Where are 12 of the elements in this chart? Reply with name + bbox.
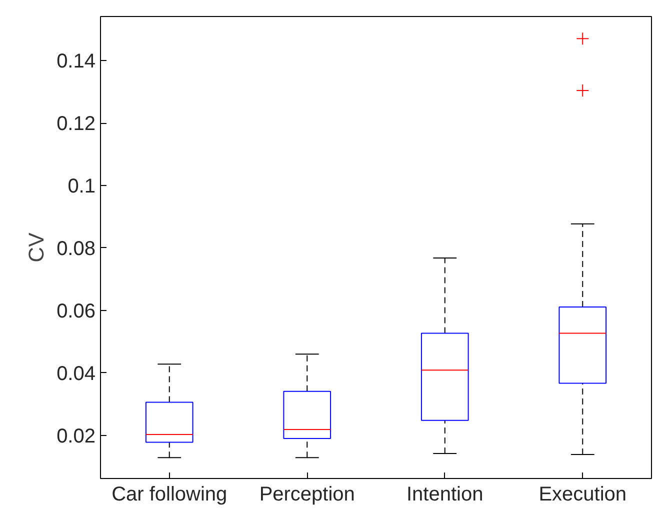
x-tick-label: Perception (259, 484, 355, 506)
x-tick-label: Car following (112, 484, 228, 506)
y-tick-label: 0.1 (68, 175, 96, 198)
x-tick-label: Intention (406, 484, 484, 506)
x-tick-label: Execution (538, 484, 627, 506)
y-axis-title: CV (24, 232, 49, 262)
y-tick-label: 0.02 (56, 425, 96, 448)
y-tick-label: 0.08 (56, 238, 96, 260)
y-tick-label: 0.04 (56, 362, 96, 385)
y-tick-label: 0.14 (56, 50, 96, 73)
y-tick-label: 0.12 (56, 113, 96, 136)
y-tick-label: 0.06 (56, 300, 96, 322)
